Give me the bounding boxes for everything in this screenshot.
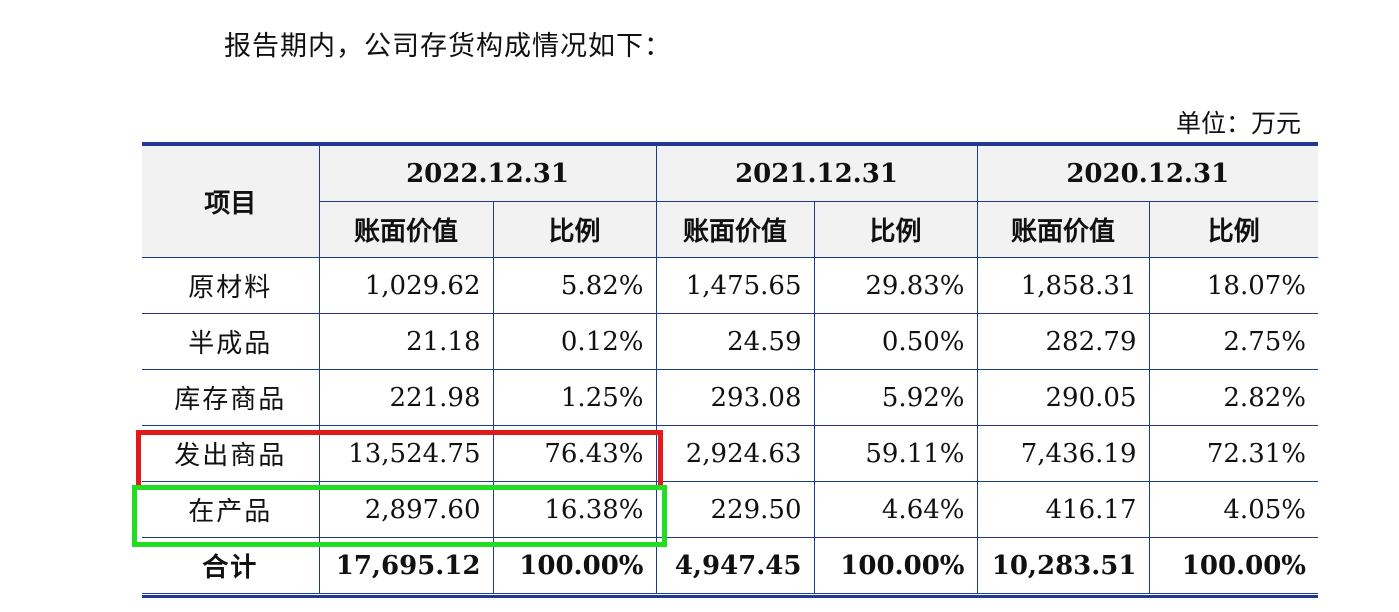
cell-book-value: 21.18 [318,313,494,370]
cell-ratio: 29.83% [813,257,978,314]
subheader-ratio: 比例 [492,201,657,258]
subheader-ratio: 比例 [1148,201,1318,258]
cell-ratio: 2.75% [1148,313,1318,370]
cell-ratio: 72.31% [1148,425,1318,482]
row-item-label: 半成品 [142,313,320,370]
cell-book-value: 1,475.65 [655,257,815,314]
highlight-box-red [136,430,663,490]
cell-book-value: 290.05 [976,369,1150,426]
subheader-book-value: 账面价值 [319,201,494,258]
unit-label: 单位：万元 [1175,109,1301,138]
header-period-2020: 2020.12.31 [976,146,1318,202]
cell-book-value: 1,029.62 [318,257,494,314]
cell-ratio: 18.07% [1148,257,1318,314]
cell-ratio: 1.25% [492,369,657,426]
table-top-rule [142,142,1318,146]
cell-ratio: 5.82% [492,257,657,314]
cell-ratio: 2.82% [1148,369,1318,426]
subheader-book-value: 账面价值 [976,201,1150,258]
cell-ratio: 100.00% [813,537,978,593]
row-item-label: 原材料 [142,257,320,314]
cell-ratio: 100.00% [1148,537,1318,593]
cell-book-value: 293.08 [655,369,815,426]
cell-ratio: 4.64% [813,481,978,538]
cell-ratio: 4.05% [1148,481,1318,538]
cell-book-value: 10,283.51 [976,537,1150,593]
table-row: 发出商品 13,524.75 76.43% 2,924.63 59.11% 7,436.1… [142,425,1318,482]
cell-book-value: 1,858.31 [976,257,1150,314]
cell-ratio: 59.11% [813,425,978,482]
header-item: 项目 [142,146,320,258]
table-row: 原材料 1,029.62 5.82% 1,475.65 29.83% 1,858.31 18… [142,257,1318,314]
row-item-label: 库存商品 [142,369,320,426]
subheader-book-value: 账面价值 [655,201,815,258]
cell-book-value: 7,436.19 [976,425,1150,482]
table-row: 在产品 2,897.60 16.38% 229.50 4.64% 416.17 4.05% [142,481,1318,538]
cell-book-value: 24.59 [655,313,815,370]
cell-book-value: 4,947.45 [655,537,815,593]
cell-book-value: 2,924.63 [655,425,815,482]
inventory-table-container: 项目 2022.12.31 2021.12.31 2020.12.31 账面价值… [142,142,1318,598]
cell-book-value: 221.98 [318,369,494,426]
inventory-table: 项目 2022.12.31 2021.12.31 2020.12.31 账面价值… [142,146,1318,593]
cell-ratio: 0.12% [492,313,657,370]
highlight-box-green [132,485,667,547]
header-period-2021: 2021.12.31 [655,146,978,202]
cell-book-value: 229.50 [655,481,815,538]
table-row: 半成品 21.18 0.12% 24.59 0.50% 282.79 2.75% [142,313,1318,370]
cell-book-value: 282.79 [976,313,1150,370]
table-row: 库存商品 221.98 1.25% 293.08 5.92% 290.05 2.82% [142,369,1318,426]
cell-ratio: 5.92% [813,369,978,426]
header-period-2022: 2022.12.31 [318,146,657,202]
cell-book-value: 416.17 [976,481,1150,538]
intro-text: 报告期内，公司存货构成情况如下： [224,31,672,62]
subheader-ratio: 比例 [813,201,978,258]
table-bottom-rule [142,593,1318,598]
cell-ratio: 0.50% [813,313,978,370]
cell-book-value: 17,695.12 [318,537,494,593]
